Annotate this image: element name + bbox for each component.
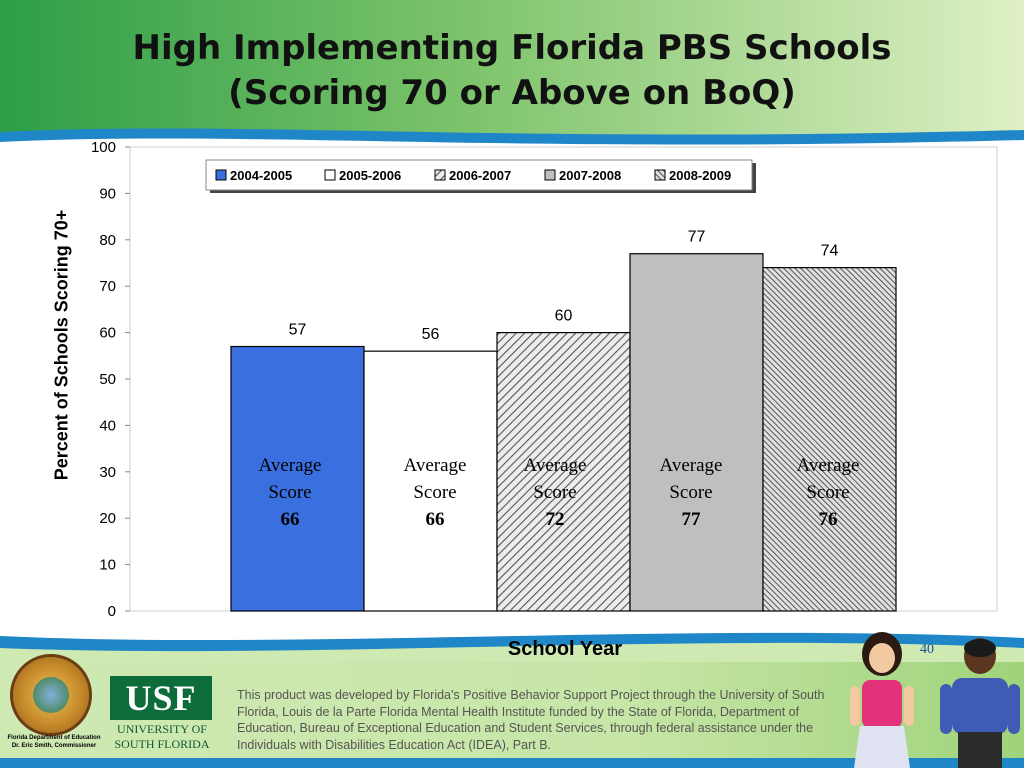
average-score-text: Score (413, 482, 457, 503)
bar-2007-2008 (629, 253, 764, 612)
legend-label-2005-2006: 2005-2006 (339, 168, 401, 183)
y-tick-label: 50 (99, 371, 116, 388)
legend-label-2006-2007: 2006-2007 (449, 168, 511, 183)
data-label-2004-2005: 57 (289, 322, 307, 339)
average-score-text: Average (523, 455, 587, 476)
header-background (0, 0, 1024, 140)
doe-line-2: Dr. Eric Smith, Commissioner (11, 743, 97, 749)
y-tick-label: 60 (99, 325, 116, 342)
footer-wave (0, 632, 1024, 662)
bar-2004-2005 (230, 345, 365, 612)
legend-swatch-2006-2007 (434, 169, 446, 181)
average-score-text: Score (268, 482, 312, 503)
legend-swatch-2008-2009 (654, 169, 666, 181)
average-score-text: Average (403, 455, 467, 476)
data-label-2008-2009: 74 (821, 243, 839, 260)
average-score-text: Score (806, 482, 850, 503)
usf-line-2: SOUTH FLORIDA (114, 737, 210, 751)
average-score-2008-2009: Average Score 76 (773, 452, 883, 533)
y-tick-label: 100 (91, 139, 116, 156)
average-score-2007-2008: Average Score 77 (636, 452, 746, 533)
usf-logo: USF (110, 676, 212, 720)
usf-line-1: UNIVERSITY OF (117, 722, 207, 736)
slide-title: High Implementing Florida PBS Schools (S… (0, 26, 1024, 116)
title-line-1: High Implementing Florida PBS Schools (132, 28, 892, 68)
legend-label-2004-2005: 2004-2005 (230, 168, 292, 183)
average-score-value: 76 (818, 509, 838, 530)
average-score-value: 66 (280, 509, 300, 530)
average-score-text: Score (533, 482, 577, 503)
average-score-text: Average (659, 455, 723, 476)
data-label-2007-2008: 77 (688, 229, 706, 246)
average-score-2004-2005: Average Score 66 (235, 452, 345, 533)
average-score-text: Average (796, 455, 860, 476)
legend-swatch-2005-2006 (324, 169, 336, 181)
y-tick-label: 20 (99, 510, 116, 527)
y-tick-label: 0 (108, 603, 116, 620)
funding-disclaimer: This product was developed by Florida's … (237, 688, 825, 752)
y-tick-label: 30 (99, 464, 116, 481)
y-tick-label: 40 (99, 417, 116, 434)
bar-chart: 0 10 20 30 40 50 60 70 80 90 100 57 56 60 77 74 2004-200… (91, 139, 998, 620)
legend-swatch-2007-2008 (544, 169, 556, 181)
bar-2008-2009 (762, 267, 897, 612)
bar-2005-2006 (363, 350, 498, 612)
average-score-text: Score (669, 482, 713, 503)
doe-caption: Florida Department of Education Dr. Eric… (4, 734, 104, 750)
average-score-value: 77 (681, 509, 701, 530)
x-axis-label: School Year (507, 638, 623, 660)
y-tick-label: 10 (99, 557, 116, 574)
y-axis-label: Percent of Schools Scoring 70+ (51, 209, 72, 481)
data-label-2005-2006: 56 (422, 326, 440, 343)
legend-label-2008-2009: 2008-2009 (669, 168, 731, 183)
children-illustration (850, 632, 1020, 768)
usf-caption: UNIVERSITY OF SOUTH FLORIDA (106, 722, 218, 752)
slide-number: 40 (920, 642, 934, 657)
average-score-2005-2006: Average Score 66 (380, 452, 490, 533)
florida-seal-logo (10, 654, 92, 736)
title-line-2: (Scoring 70 or Above on BoQ) (228, 73, 796, 113)
y-tick-label: 80 (99, 232, 116, 249)
average-score-text: Average (258, 455, 322, 476)
average-score-2006-2007: Average Score 72 (500, 452, 610, 533)
data-label-2006-2007: 60 (555, 308, 573, 325)
average-score-value: 66 (425, 509, 445, 530)
footer-stripe (0, 758, 1024, 768)
doe-line-1: Florida Department of Education (7, 735, 101, 741)
y-tick-label: 90 (99, 185, 116, 202)
legend-label-2007-2008: 2007-2008 (559, 168, 621, 183)
legend: 2004-2005 2005-2006 2006-2007 2007-2008 2008… (205, 159, 756, 193)
legend-swatch-2004-2005 (215, 169, 227, 181)
average-score-value: 72 (545, 509, 565, 530)
y-tick-label: 70 (99, 278, 116, 295)
